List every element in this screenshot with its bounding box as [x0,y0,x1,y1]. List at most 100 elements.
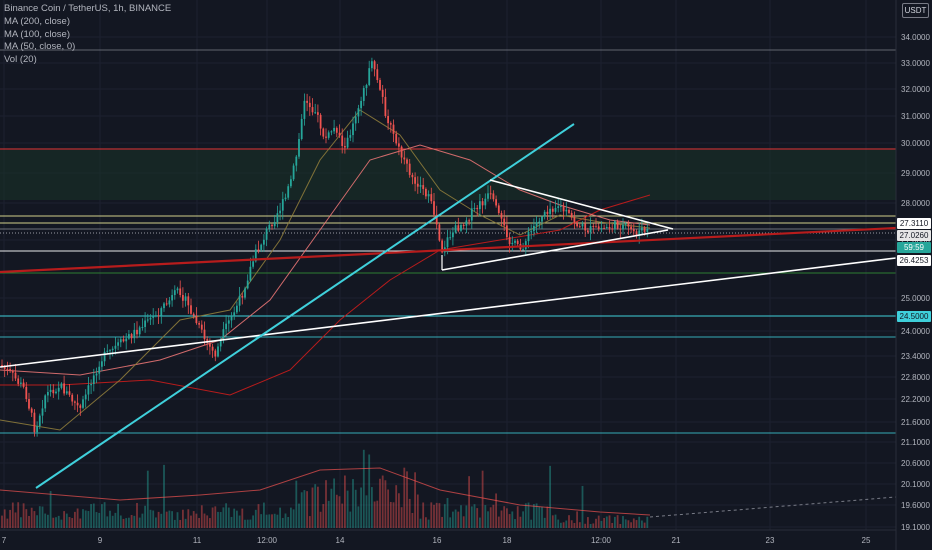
candle-body [457,225,460,231]
candle-body [441,240,443,253]
volume-bar [225,503,227,528]
ma200-legend[interactable]: MA (200, close) [4,15,70,27]
candle-body [141,326,144,328]
volume-bar [462,516,465,528]
volume-bar [416,494,419,528]
candle-body [527,231,530,242]
volume-bar [354,489,357,528]
candle-body [265,229,268,240]
volume-bar [546,506,549,528]
volume-bar [114,512,117,528]
candle-body [573,217,576,223]
volume-bar [492,504,495,528]
volume-bar [92,503,95,528]
candle-body [387,115,389,124]
volume-bar [76,508,79,528]
volume-bar [155,517,157,528]
candle-body [632,229,635,232]
symbol-title[interactable]: Binance Coin / TetherUS, 1h, BINANCE [4,3,172,14]
volume-bar [395,485,398,528]
candle-body [533,225,535,232]
candle-body [357,108,360,117]
candle-body [365,85,368,89]
candle-body [389,123,392,125]
volume-bar [481,470,484,528]
volume-bar [646,516,649,528]
candle-body [479,201,481,210]
candle-body [281,199,284,211]
price-axis[interactable]: 34.0000 33.0000 32.0000 31.0000 30.0000 29.00… [901,33,930,532]
candle-body [268,224,271,230]
candle-body [414,177,416,184]
candle-body [473,207,476,209]
volume-bar [533,504,535,528]
candle-body [44,395,47,409]
candle-body [17,378,20,384]
candle-body [360,100,362,109]
volume-bar [22,503,25,528]
candle-body [292,165,295,180]
volume-bar [271,514,273,528]
volume-bar [406,471,408,528]
volume-bar [138,517,141,528]
candle-body [87,385,90,395]
candle-body [57,387,60,392]
volume-projection-line [649,496,897,518]
candle-body [244,288,246,298]
volume-bar [284,513,287,528]
candle-body [211,346,214,351]
candle-body [114,345,117,349]
candle-body [425,188,427,197]
volume-bar [335,494,338,528]
volume-bar [387,489,389,528]
volume-bar [641,520,643,528]
currency-label[interactable]: USDT [902,3,929,18]
candle-body [198,323,200,325]
volume-bar [3,509,6,528]
volume-bar [425,517,427,528]
ma100-legend[interactable]: MA (100, close) [4,28,70,40]
candle-body [3,366,6,369]
candle-body [55,391,57,394]
candle-body [462,224,465,226]
triangle-upper-line [489,179,674,230]
ma50-legend[interactable]: MA (50, close, 0) [4,41,76,53]
volume-bar [84,510,87,528]
candle-body [203,329,206,340]
price-tick-label: 20.6000 [901,459,930,468]
volume-bar [317,486,319,528]
candle-body [111,348,114,351]
candle-body [214,350,217,357]
candle-body [619,228,622,230]
price-tick-label: 31.0000 [901,112,930,121]
volume-bar [503,506,506,528]
volume-bar [106,516,109,528]
price-tag-support: 24.5000 [897,311,931,322]
volume-bar [514,519,516,528]
volume-bar [233,508,236,528]
volume-bar [238,515,241,528]
candle-body [49,389,52,393]
candle-body [238,295,241,306]
candle-body [506,225,508,238]
candle-body [411,174,414,178]
candle-body [427,194,430,197]
candle-body [227,320,230,324]
trendlines[interactable] [0,123,897,489]
candle-body [643,227,646,232]
candle-body [484,198,487,206]
price-tag-current: 27.0260 [897,230,931,241]
time-axis[interactable]: 7 9 11 12:00 14 16 18 12:00 21 23 25 [2,536,871,545]
candle-body [597,226,600,229]
candle-body [30,408,33,413]
volume-legend[interactable]: Vol (20) [4,54,37,66]
candle-body [314,112,317,114]
volume-bar [303,490,306,528]
candle-body [541,216,543,222]
candle-body [570,212,573,218]
volume-bar [557,519,560,528]
candle-body [470,208,473,221]
candle-body [489,193,492,195]
volume-bar [111,515,114,528]
